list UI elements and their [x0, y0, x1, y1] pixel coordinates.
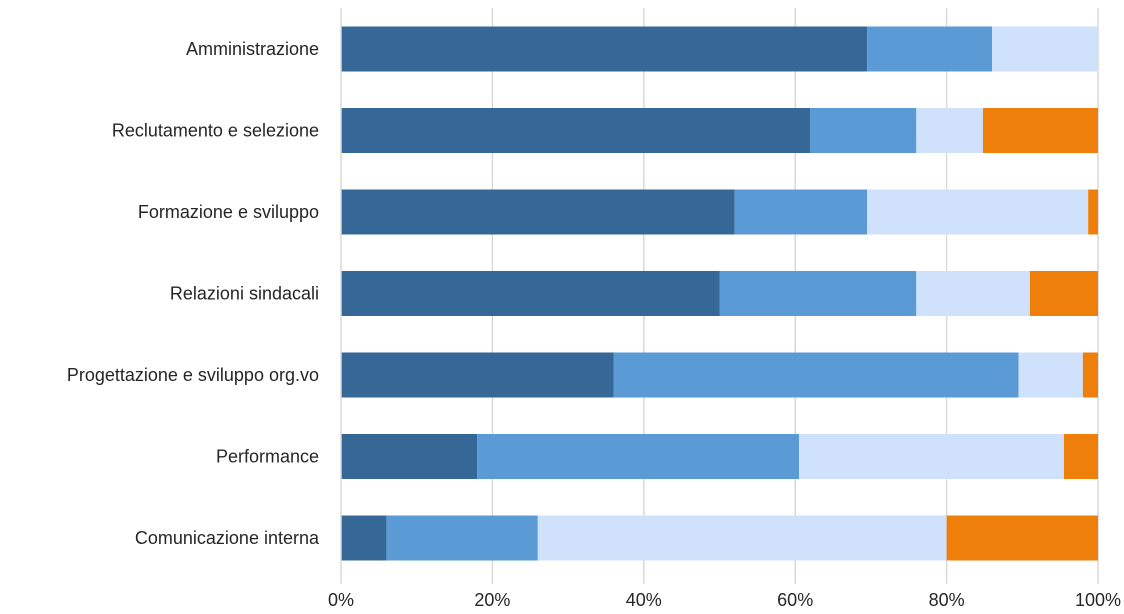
bar-segment-3-category-7: [537, 515, 947, 561]
bar-segment-3-category-2: [916, 108, 983, 153]
bar-segment-2-category-4: [719, 271, 917, 316]
x-tick-label: 60%: [777, 590, 813, 610]
bar-segment-4-category-3: [1088, 189, 1098, 235]
x-tick-label: 40%: [626, 590, 662, 610]
bar-segment-2-category-7: [386, 515, 538, 561]
bar-segment-4-category-2: [982, 108, 1098, 153]
bar-segment-4-category-6: [1063, 434, 1098, 479]
bar-segment-1-category-4: [341, 271, 720, 316]
bar-segment-3-category-1: [992, 26, 1098, 72]
bar-layer: [341, 26, 1098, 561]
bar-segment-3-category-6: [798, 434, 1064, 479]
bar-segment-3-category-4: [916, 271, 1030, 316]
x-tick-label: 20%: [474, 590, 510, 610]
bar-segment-1-category-3: [341, 189, 735, 235]
category-label: Formazione e sviluppo: [138, 202, 319, 222]
bar-segment-1-category-5: [341, 352, 614, 398]
category-label: Progettazione e sviluppo org.vo: [67, 365, 319, 385]
bar-segment-2-category-6: [477, 434, 799, 479]
x-tick-label: 80%: [929, 590, 965, 610]
bar-segment-4-category-7: [946, 515, 1098, 561]
bar-segment-4-category-4: [1029, 271, 1098, 316]
tick-label-layer: 0% 20% 40% 60% 80% 100%: [328, 590, 1121, 610]
bar-segment-3-category-3: [867, 189, 1089, 235]
category-label: Comunicazione interna: [135, 528, 320, 548]
bar-segment-1-category-7: [341, 515, 387, 561]
x-tick-label: 0%: [328, 590, 354, 610]
category-label: Reclutamento e selezione: [112, 121, 319, 141]
category-label: Relazioni sindacali: [170, 284, 319, 304]
bar-segment-1-category-2: [341, 108, 811, 153]
category-label: Amministrazione: [186, 39, 319, 59]
bar-segment-4-category-5: [1082, 352, 1098, 398]
bar-segment-2-category-3: [734, 189, 868, 235]
category-label-layer: Amministrazione Reclutamento e selezione F…: [67, 39, 320, 548]
bar-segment-1-category-6: [341, 434, 478, 479]
bar-segment-2-category-1: [867, 26, 993, 72]
bar-segment-2-category-2: [810, 108, 917, 153]
bar-segment-1-category-1: [341, 26, 868, 72]
bar-segment-3-category-5: [1018, 352, 1083, 398]
x-tick-label: 100%: [1075, 590, 1121, 610]
category-label: Performance: [216, 447, 319, 467]
bar-segment-2-category-5: [613, 352, 1019, 398]
